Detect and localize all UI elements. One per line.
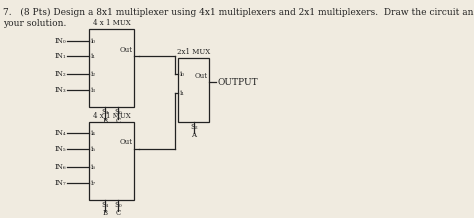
Text: i₁: i₁ [91, 53, 96, 60]
Text: IN₁: IN₁ [55, 53, 66, 60]
Text: S₀: S₀ [114, 108, 122, 116]
Text: i₇: i₇ [91, 179, 96, 187]
Text: Out: Out [119, 138, 132, 146]
Text: i₀: i₀ [91, 37, 96, 45]
Text: i₄: i₄ [91, 129, 96, 137]
Text: i₆: i₆ [91, 163, 96, 171]
Bar [89, 29, 134, 107]
Text: Out: Out [119, 46, 132, 54]
Bar [178, 58, 209, 122]
Text: i₂: i₂ [91, 70, 96, 78]
Text: OUTPUT: OUTPUT [218, 78, 258, 87]
Text: S₀: S₀ [114, 201, 122, 209]
Text: Out: Out [195, 72, 208, 80]
Text: 7.   (8 Pts) Design a 8x1 multiplexer using 4x1 multiplexers and 2x1 multiplexer: 7. (8 Pts) Design a 8x1 multiplexer usin… [3, 8, 474, 17]
Text: 2x1 MUX: 2x1 MUX [177, 48, 210, 56]
Text: i₃: i₃ [91, 86, 96, 94]
Text: IN₄: IN₄ [55, 129, 66, 137]
Text: IN₆: IN₆ [55, 163, 66, 171]
Text: S₁: S₁ [101, 201, 109, 209]
Text: i₁: i₁ [180, 89, 185, 97]
Text: C: C [116, 117, 121, 125]
Text: IN₅: IN₅ [55, 145, 66, 153]
Text: B: B [102, 209, 107, 217]
Text: A: A [191, 131, 196, 140]
Text: IN₀: IN₀ [55, 37, 66, 45]
Text: i₀: i₀ [180, 70, 185, 78]
Text: IN₃: IN₃ [55, 86, 66, 94]
Text: C: C [116, 209, 121, 217]
Text: i₅: i₅ [91, 145, 96, 153]
Text: your solution.: your solution. [3, 19, 67, 29]
Text: B: B [102, 117, 107, 125]
Text: 4 x 1 MUX: 4 x 1 MUX [92, 19, 130, 27]
Text: S₂: S₂ [190, 123, 198, 131]
Text: 4 x 1 MUX: 4 x 1 MUX [92, 112, 130, 120]
Text: IN₇: IN₇ [55, 179, 66, 187]
Text: S₁: S₁ [101, 108, 109, 116]
Text: IN₂: IN₂ [55, 70, 66, 78]
Bar [89, 122, 134, 200]
